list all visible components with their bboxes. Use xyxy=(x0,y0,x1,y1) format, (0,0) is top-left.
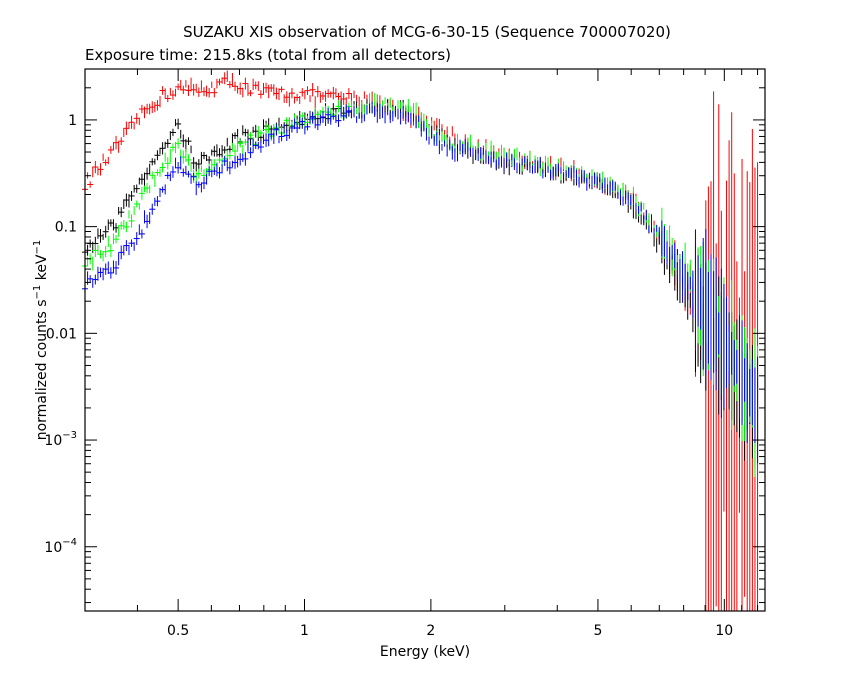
chart-subtitle: Exposure time: 215.8ks (total from all d… xyxy=(85,46,451,64)
x-axis-label: Energy (keV) xyxy=(380,644,470,660)
y-tick-label: 10−3 xyxy=(44,430,77,449)
y-tick-label: 10−4 xyxy=(44,537,77,556)
y-axis-label: normalized counts s−1 keV−1 xyxy=(32,240,50,441)
chart-title: SUZAKU XIS observation of MCG-6-30-15 (S… xyxy=(183,23,671,41)
y-axis-label-base: normalized counts s xyxy=(34,299,50,440)
y-axis-label-mid: keV xyxy=(34,254,50,285)
x-tick-label: 10 xyxy=(715,623,733,639)
x-tick-label: 1 xyxy=(300,623,309,639)
x-tick-label: 0.5 xyxy=(167,623,189,639)
y-axis-label-exp2: −1 xyxy=(32,240,43,255)
y-tick-label: 0.01 xyxy=(46,326,77,342)
x-tick-label: 2 xyxy=(426,623,435,639)
data-layer xyxy=(82,70,759,611)
y-axis-label-exp1: −1 xyxy=(32,285,43,300)
y-tick-label: 1 xyxy=(68,113,77,129)
x-tick-label: 5 xyxy=(593,623,602,639)
y-tick-label: 0.1 xyxy=(55,220,77,236)
spectrum-series-3 xyxy=(82,101,759,464)
plot-frame xyxy=(84,68,766,612)
axis-layer: 0.5 1 2 5 10 1 0.1 0.01 10−3 10−4 xyxy=(44,68,765,639)
spectrum-series-2 xyxy=(82,93,759,477)
